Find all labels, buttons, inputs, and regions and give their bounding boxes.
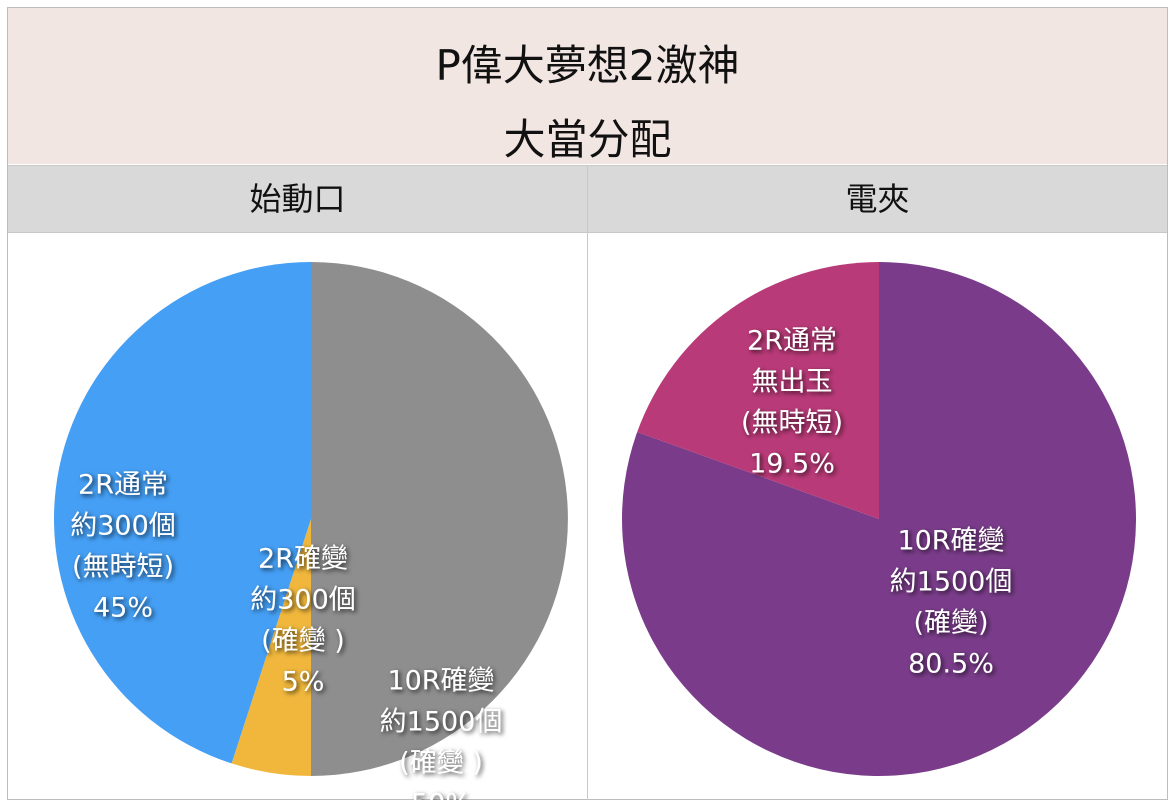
slice-label-line: (確變 ) <box>399 748 483 779</box>
slice-label-line: 2R確變 <box>258 544 348 575</box>
title-band: P偉大夢想2激神 大當分配 <box>8 8 1167 164</box>
pie-slice-start-port-2 <box>231 519 311 776</box>
page-title: P偉大夢想2激神 <box>435 41 740 90</box>
column-header-start-port: 始動口 <box>249 180 346 218</box>
slice-label-line: (無時短) <box>741 408 843 439</box>
slice-label-line: 10R確變 <box>387 666 494 697</box>
slice-label-line: 2R通常 <box>747 326 837 357</box>
column-header-electric-clamp: 電夾 <box>845 180 910 218</box>
slice-label-line: 19.5% <box>749 449 835 480</box>
slice-label-line: 80.5% <box>908 649 994 680</box>
pie-slice-electric-clamp-1 <box>621 262 1136 777</box>
slice-label-line: 約1500個 <box>890 567 1013 598</box>
slice-label-line: 約1500個 <box>380 707 503 738</box>
slice-label-line: 45% <box>93 593 153 624</box>
slice-label-line: 無出玉 <box>752 367 833 398</box>
slice-label-line: 2R通常 <box>78 470 168 501</box>
slice-label-line: (確變 ) <box>261 626 345 657</box>
pie-slice-electric-clamp-2 <box>637 262 879 519</box>
slice-label-line: 約300個 <box>250 585 356 616</box>
slice-label-line: 10R確變 <box>897 526 1004 557</box>
slice-label-line: (無時短) <box>72 552 174 583</box>
column-divider <box>587 165 588 800</box>
slice-label-line: 5% <box>282 667 325 698</box>
pie-slice-start-port-3 <box>54 262 311 764</box>
slice-label-line: (確變) <box>913 608 988 639</box>
slice-label-line: 50% <box>411 789 471 801</box>
page-subtitle: 大當分配 <box>503 115 672 164</box>
pie-slice-start-port-1 <box>311 262 568 776</box>
slice-label-line: 約300個 <box>70 511 176 542</box>
